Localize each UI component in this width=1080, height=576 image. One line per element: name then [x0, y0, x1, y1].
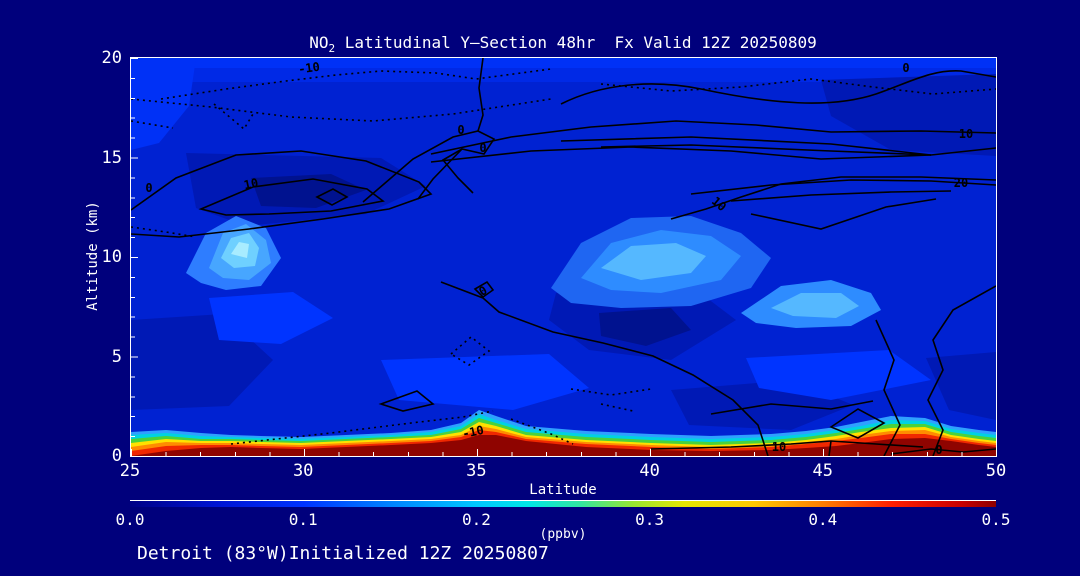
colorbar-unit: (ppbv)	[539, 527, 587, 542]
colorbar-tick-labels: 0.0 0.1 0.2 0.3 0.4 0.5	[116, 510, 1011, 530]
title-species-subscript: 2	[328, 42, 336, 56]
x-tick-label: 35	[466, 461, 487, 481]
y-tick-label: 0	[111, 446, 122, 466]
colorbar-tick-label: 0.1	[288, 510, 318, 529]
x-tick-label: 30	[292, 461, 314, 481]
x-axis-tick-labels: 25 30 35 40 45 50	[120, 461, 1006, 483]
colorbar-tick-label: 0.3	[635, 510, 665, 529]
x-axis-major-ticks	[131, 449, 996, 456]
y-axis-major-ticks	[131, 58, 138, 456]
footer-annotation: Detroit (83°W)Initialized 12Z 20250807	[137, 543, 549, 564]
y-tick-label: 20	[101, 48, 122, 68]
contour-plot-canvas	[131, 58, 996, 456]
title-species: NO	[309, 33, 329, 52]
y-tick-label: 15	[101, 147, 122, 168]
x-tick-label: 50	[985, 461, 1007, 481]
x-axis-title: Latitude	[529, 482, 597, 498]
y-tick-label: 10	[101, 247, 122, 267]
colorbar-tick-label: 0.5	[981, 510, 1011, 529]
y-axis-tick-labels: 0 5 10 15 20	[66, 48, 122, 466]
colorbar-tick-label: 0.0	[115, 510, 145, 529]
colorbar-tick-label: 0.2	[461, 510, 491, 529]
colorbar-tick-label: 0.4	[808, 510, 838, 529]
page-title: NO2 Latitudinal Y–Section 48hr Fx Valid …	[130, 33, 996, 55]
x-tick-label: 25	[119, 461, 141, 481]
colorbar	[130, 500, 996, 507]
x-tick-label: 40	[639, 461, 660, 481]
x-tick-label: 45	[812, 461, 834, 481]
title-text: Latitudinal Y–Section 48hr Fx Valid 12Z …	[335, 33, 817, 52]
y-tick-label: 5	[111, 346, 122, 367]
